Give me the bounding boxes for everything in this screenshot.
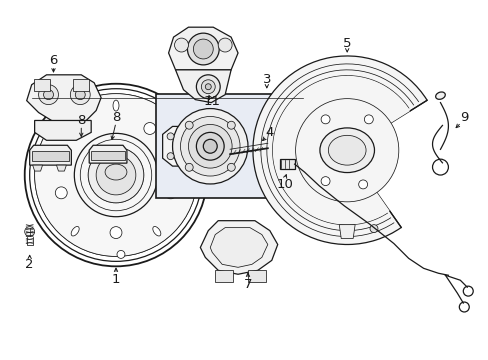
Bar xyxy=(215,270,233,282)
Circle shape xyxy=(364,115,372,124)
Polygon shape xyxy=(210,228,267,267)
Circle shape xyxy=(167,153,174,159)
Circle shape xyxy=(185,163,193,171)
Text: 1: 1 xyxy=(112,273,120,286)
Text: 7: 7 xyxy=(243,278,252,291)
Ellipse shape xyxy=(177,150,187,157)
Circle shape xyxy=(180,117,240,176)
Text: 3: 3 xyxy=(262,73,270,86)
Circle shape xyxy=(321,115,329,124)
Ellipse shape xyxy=(113,100,119,111)
Text: 11: 11 xyxy=(203,95,220,108)
Ellipse shape xyxy=(71,226,79,236)
Circle shape xyxy=(187,33,219,65)
Text: 9: 9 xyxy=(459,111,468,124)
Polygon shape xyxy=(200,221,277,274)
Wedge shape xyxy=(272,76,409,225)
Polygon shape xyxy=(89,145,127,163)
Ellipse shape xyxy=(319,128,374,172)
Circle shape xyxy=(110,227,122,239)
Wedge shape xyxy=(252,56,427,244)
Polygon shape xyxy=(175,70,231,103)
FancyBboxPatch shape xyxy=(155,94,271,198)
Circle shape xyxy=(227,121,235,129)
Circle shape xyxy=(185,121,193,129)
Circle shape xyxy=(164,187,176,199)
Circle shape xyxy=(196,75,220,99)
Circle shape xyxy=(201,80,215,94)
Circle shape xyxy=(205,84,211,90)
Circle shape xyxy=(174,38,188,52)
Bar xyxy=(279,159,294,169)
Polygon shape xyxy=(35,121,91,140)
Ellipse shape xyxy=(153,226,161,236)
Bar xyxy=(32,151,69,161)
Circle shape xyxy=(196,132,224,160)
Circle shape xyxy=(43,90,53,100)
Circle shape xyxy=(193,39,213,59)
Text: 8: 8 xyxy=(77,114,85,127)
Circle shape xyxy=(39,85,59,105)
Circle shape xyxy=(188,125,232,168)
Polygon shape xyxy=(56,165,66,171)
Circle shape xyxy=(218,38,232,52)
Polygon shape xyxy=(339,225,354,239)
Circle shape xyxy=(35,94,197,256)
Circle shape xyxy=(172,109,247,184)
Ellipse shape xyxy=(44,150,55,157)
Text: 5: 5 xyxy=(342,37,351,50)
Polygon shape xyxy=(30,145,71,165)
Polygon shape xyxy=(27,75,101,125)
Circle shape xyxy=(167,133,174,140)
Ellipse shape xyxy=(105,164,127,180)
Circle shape xyxy=(369,225,377,233)
Bar xyxy=(247,270,265,282)
Circle shape xyxy=(70,85,90,105)
Bar xyxy=(73,79,89,91)
Circle shape xyxy=(117,251,124,258)
Circle shape xyxy=(96,155,136,195)
Polygon shape xyxy=(163,126,230,166)
Bar xyxy=(34,79,49,91)
Circle shape xyxy=(203,139,217,153)
Text: 10: 10 xyxy=(276,179,292,192)
Circle shape xyxy=(227,163,235,171)
Text: 4: 4 xyxy=(265,126,273,139)
Circle shape xyxy=(76,122,88,134)
Circle shape xyxy=(88,147,143,203)
Text: 6: 6 xyxy=(49,54,58,67)
Circle shape xyxy=(75,90,85,100)
Circle shape xyxy=(295,99,398,202)
Polygon shape xyxy=(168,27,238,70)
Circle shape xyxy=(321,177,329,186)
Bar xyxy=(91,151,124,160)
Ellipse shape xyxy=(435,92,445,99)
Ellipse shape xyxy=(327,135,366,165)
Circle shape xyxy=(25,227,35,237)
Text: 2: 2 xyxy=(25,258,34,271)
Polygon shape xyxy=(33,165,42,171)
Text: 8: 8 xyxy=(112,111,120,124)
Circle shape xyxy=(25,84,207,266)
Circle shape xyxy=(55,187,67,199)
Circle shape xyxy=(143,122,156,134)
Circle shape xyxy=(358,180,367,189)
